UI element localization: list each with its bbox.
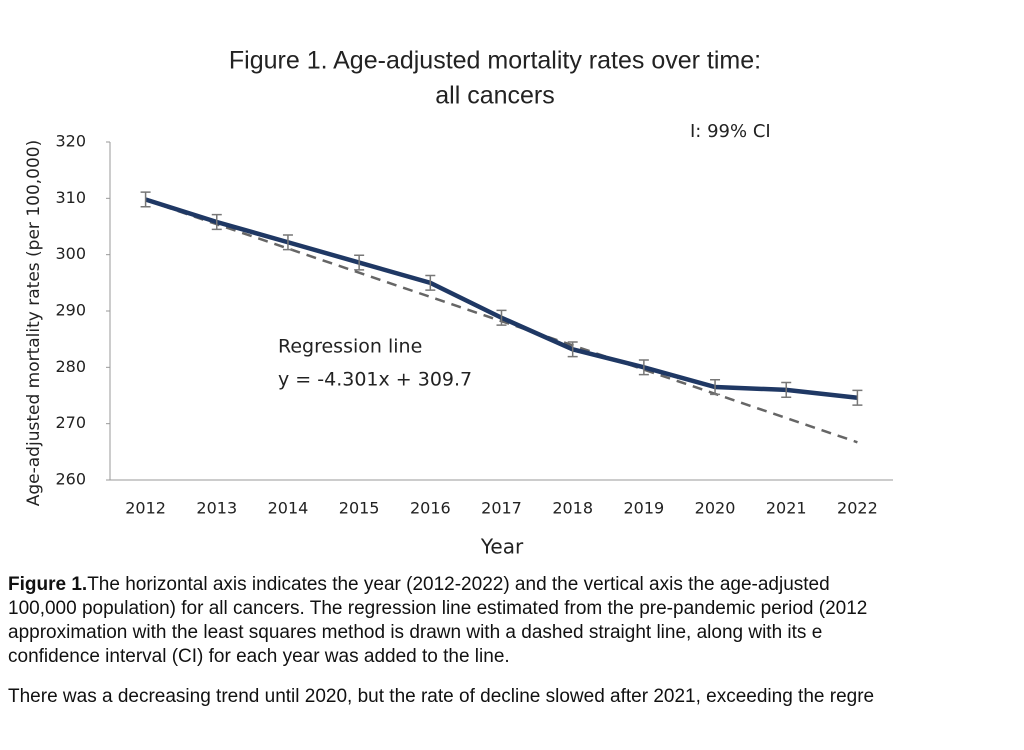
chart-title: all cancers [435,82,555,110]
x-tick-label: 2022 [837,499,878,518]
x-tick-label: 2020 [695,499,736,518]
y-axis-label: Age-adjusted mortality rates (per 100,00… [24,140,44,507]
caption-text: approximation with the least squares met… [8,622,823,643]
error-bar [425,274,436,291]
x-tick-label: 2019 [624,499,665,518]
error-bar [354,254,365,271]
caption-text: The horizontal axis indicates the year (… [87,574,830,595]
data-line [144,197,858,400]
error-bar [710,378,721,396]
y-tick-label: 280 [55,357,86,376]
x-tick-label: 2021 [766,499,807,518]
annotation: Regression line [278,336,422,358]
x-tick-label: 2013 [196,499,237,518]
error-bar [282,234,293,251]
error-bar [638,359,649,376]
x-tick-label: 2016 [410,499,451,518]
x-tick-label: 2012 [125,499,166,518]
y-tick-label: 260 [55,470,86,489]
x-tick-label: 2015 [339,499,380,518]
chart: Figure 1. Age-adjusted mortality rates o… [24,47,893,559]
x-tick-label: 2014 [268,499,309,518]
y-tick-label: 300 [55,244,86,263]
caption-text: 100,000 population) for all cancers. The… [8,598,868,619]
caption-label: Figure 1. [8,574,88,595]
caption-text: confidence interval (CI) for each year w… [8,646,510,667]
error-bar [211,213,222,231]
x-tick-label: 2017 [481,499,522,518]
legend-text: I: 99% CI [690,121,771,142]
y-tick-label: 290 [55,301,86,320]
x-axis-label: Year [480,535,524,559]
error-bar [781,381,792,398]
chart-title: Figure 1. Age-adjusted mortality rates o… [229,47,761,75]
y-tick-label: 320 [55,132,86,151]
error-bar [496,309,507,326]
error-bar [567,341,578,358]
y-tick-label: 270 [55,413,86,432]
annotation: y = -4.301x + 309.7 [278,369,472,391]
error-bar [140,191,151,208]
x-tick-label: 2018 [552,499,593,518]
error-bar [852,389,863,406]
y-tick-label: 310 [55,188,86,207]
paragraph: There was a decreasing trend until 2020,… [8,686,875,707]
caption: Figure 1.The horizontal axis indicates t… [8,573,830,597]
